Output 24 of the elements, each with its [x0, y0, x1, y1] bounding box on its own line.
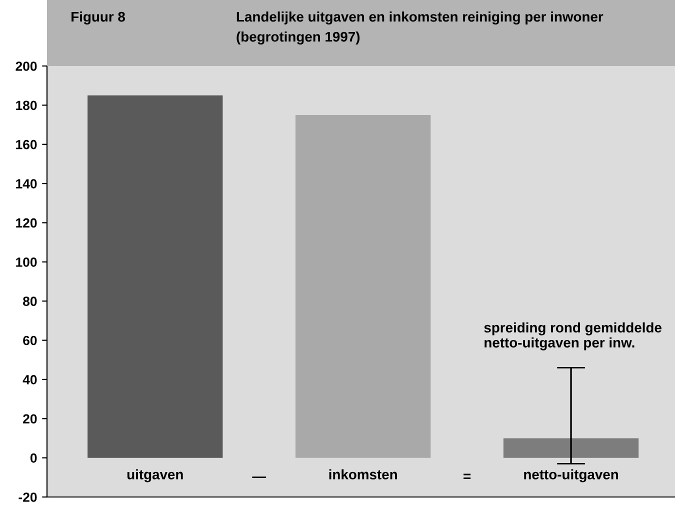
bar — [295, 114, 431, 458]
y-tick-label: -20 — [18, 492, 37, 502]
annotation: spreiding rond gemiddelde netto-uitgaven per inw. — [484, 322, 662, 350]
x-tick-label: inkomsten — [329, 469, 397, 480]
y-tick-label: 60 — [23, 336, 37, 346]
y-tick-label: 140 — [16, 179, 37, 188]
x-tick-label: uitgaven — [127, 469, 183, 482]
y-tick-label: 120 — [16, 218, 37, 228]
annotation: = — [464, 474, 471, 480]
y-tick-label: 20 — [23, 414, 37, 424]
y-tick-label: 40 — [22, 375, 37, 384]
y-tick-label: 200 — [16, 62, 37, 71]
chart-title: Landelijke uitgaven en inkomsten reiniging per inwoner — [236, 11, 604, 25]
annotation: — — [252, 476, 266, 478]
y-tick-label: 160 — [16, 140, 37, 150]
bar — [503, 438, 639, 458]
chart-subtitle: (begrotingen 1997) — [236, 31, 360, 45]
y-tick-label: 80 — [23, 296, 37, 306]
bar — [88, 95, 223, 458]
y-tick-label: 180 — [16, 100, 37, 110]
y-tick-label: 0 — [30, 453, 37, 463]
x-tick-label: netto-uitgaven — [524, 469, 618, 482]
y-tick-label: 100 — [16, 257, 37, 267]
text: Figuur 8 — [72, 11, 125, 25]
